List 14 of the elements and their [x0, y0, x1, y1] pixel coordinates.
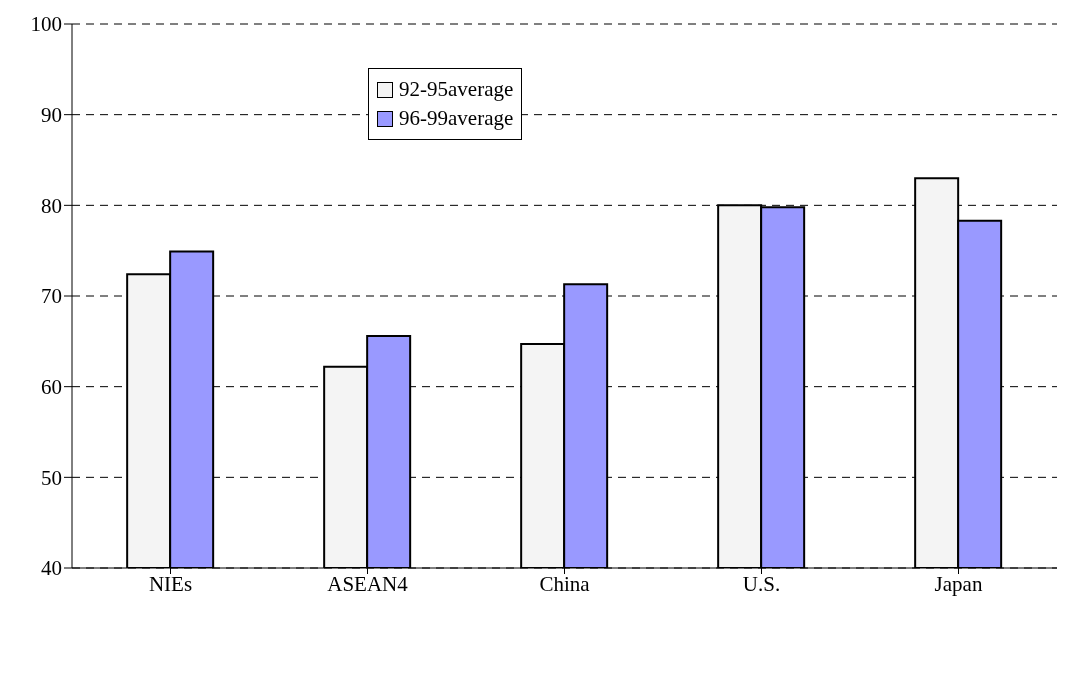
y-tick-label: 60: [41, 375, 62, 400]
x-tick-label: ASEAN4: [327, 571, 409, 596]
y-tick-label: 50: [41, 465, 62, 490]
y-tick-label: 100: [30, 12, 62, 37]
x-tick-label: NIEs: [148, 571, 193, 596]
y-tick-label: 70: [41, 284, 62, 309]
x-tick-label: China: [539, 571, 591, 596]
legend-label: 92-95average: [399, 77, 514, 102]
y-tick-label: 40: [41, 556, 62, 581]
legend-label: 96-99average: [399, 106, 514, 131]
x-tick-label: U.S.: [742, 571, 781, 596]
y-tick-label: 80: [41, 193, 62, 218]
x-tick-label: Japan: [934, 571, 983, 596]
y-tick-label: 90: [41, 103, 62, 128]
